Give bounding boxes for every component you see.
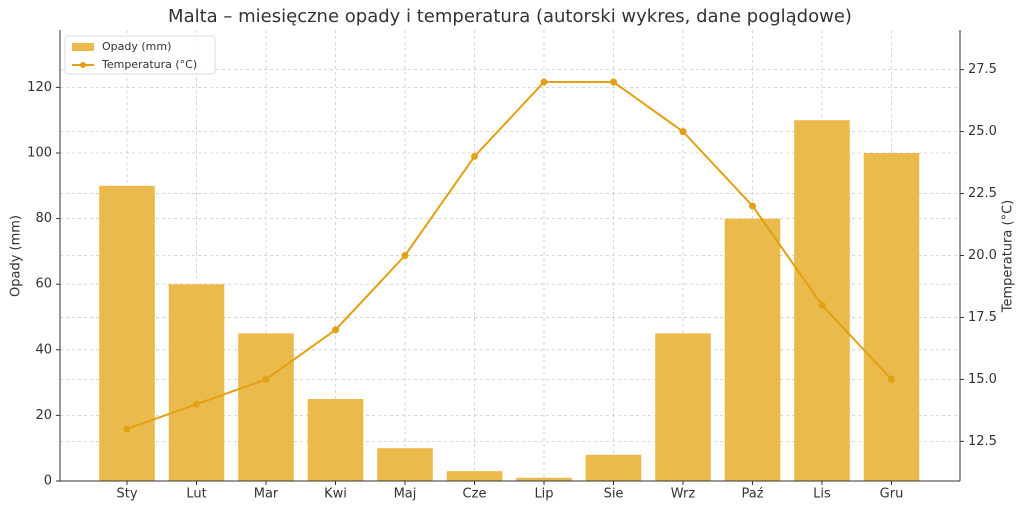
- y2-tick-label: 27.5: [968, 62, 997, 77]
- line-point: [540, 78, 548, 86]
- y2-tick-label: 25.0: [968, 124, 997, 139]
- line-point: [262, 375, 270, 383]
- y-tick-label: 60: [35, 277, 52, 292]
- chart-title: Malta – miesięczne opady i temperatura (…: [168, 6, 852, 27]
- y-axis-label: Opady (mm): [9, 215, 24, 297]
- line-point: [749, 202, 756, 210]
- line: [126, 81, 893, 430]
- line-point: [818, 301, 826, 309]
- bar: [516, 477, 572, 481]
- bar: [168, 284, 225, 481]
- line-point: [610, 78, 617, 86]
- y2-tick-label: 17.5: [968, 310, 997, 325]
- bar: [307, 399, 364, 481]
- bar: [446, 471, 503, 481]
- line-point: [332, 326, 339, 334]
- y2-tick-label: 20.0: [968, 248, 997, 263]
- x-tick-label: Gru: [880, 487, 904, 502]
- x-tick-label: Lut: [186, 487, 206, 502]
- y2-tick-label: 12.5: [968, 434, 997, 449]
- bar: [794, 120, 850, 481]
- line-point: [679, 128, 687, 136]
- legend-label: Temperatura (°C): [101, 58, 197, 71]
- bar: [724, 218, 781, 481]
- x-tick-label: Cze: [463, 487, 487, 502]
- y-tick-label: 80: [35, 211, 52, 226]
- y-tick-label: 20: [35, 408, 52, 423]
- x-tick-label: Lis: [813, 487, 831, 502]
- legend-box: [64, 35, 216, 75]
- y2-tick-label: 15.0: [968, 372, 997, 387]
- x-tick-label: Sty: [116, 487, 137, 502]
- x-tick-label: Paź: [741, 487, 763, 502]
- bar: [655, 333, 711, 481]
- line-point: [193, 400, 200, 408]
- y2-tick-label: 22.5: [968, 186, 997, 201]
- line-point: [471, 152, 478, 160]
- x-tick-label: Sie: [604, 487, 624, 502]
- x-tick-label: Kwi: [324, 487, 347, 502]
- line-point: [401, 252, 409, 259]
- bar: [377, 448, 433, 481]
- legend-swatch-point: [80, 62, 86, 68]
- bar: [585, 454, 642, 481]
- x-tick-label: Lip: [534, 487, 553, 502]
- y-tick-label: 0: [44, 474, 52, 489]
- x-tick-label: Wrz: [671, 487, 696, 502]
- y2-axis-label: Temperatura (°C): [1001, 200, 1016, 313]
- bar: [863, 153, 920, 481]
- bar: [99, 185, 155, 482]
- x-tick-label: Mar: [254, 487, 279, 502]
- y-tick-label: 100: [27, 146, 52, 161]
- legend-swatch: [72, 43, 94, 51]
- y-tick-label: 120: [27, 80, 52, 95]
- x-tick-label: Maj: [394, 487, 417, 502]
- y-tick-label: 40: [35, 342, 52, 357]
- legend-label: Opady (mm): [102, 40, 171, 53]
- line-point: [123, 425, 131, 433]
- bar: [238, 333, 294, 481]
- line-point: [888, 375, 895, 383]
